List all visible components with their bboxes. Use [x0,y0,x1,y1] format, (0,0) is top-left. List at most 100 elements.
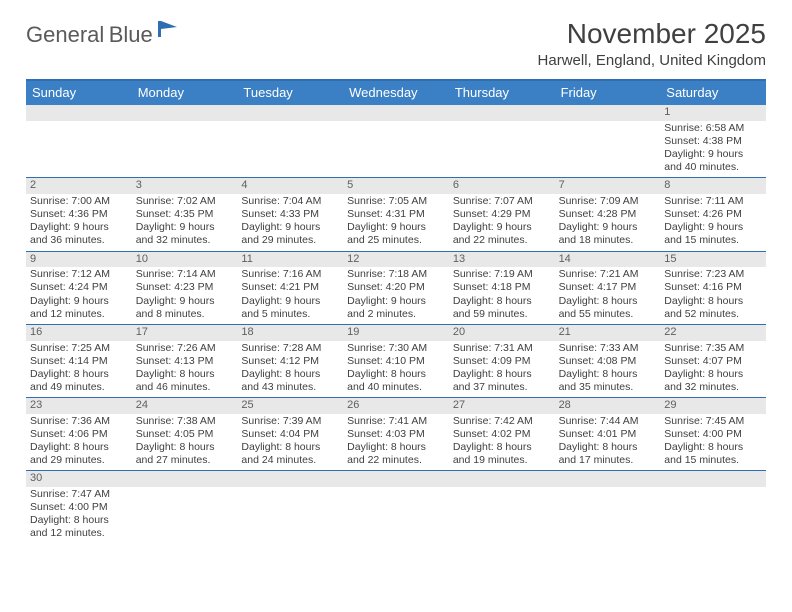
day-cell [26,105,132,177]
day-body [132,121,238,167]
day-number: 20 [449,325,555,341]
day-cell: 3Sunrise: 7:02 AMSunset: 4:35 PMDaylight… [132,178,238,250]
day-number: 26 [343,398,449,414]
day-number [237,471,343,487]
title-block: November 2025 Harwell, England, United K… [538,18,766,69]
day-body: Sunrise: 7:25 AMSunset: 4:14 PMDaylight:… [26,341,132,398]
day-number: 6 [449,178,555,194]
day-cell: 27Sunrise: 7:42 AMSunset: 4:02 PMDayligh… [449,398,555,470]
day-number [343,471,449,487]
day-cell: 14Sunrise: 7:21 AMSunset: 4:17 PMDayligh… [555,252,661,324]
day-body: Sunrise: 7:39 AMSunset: 4:04 PMDaylight:… [237,414,343,471]
day-cell: 11Sunrise: 7:16 AMSunset: 4:21 PMDayligh… [237,252,343,324]
day-number [449,105,555,121]
day-number: 27 [449,398,555,414]
day-cell: 24Sunrise: 7:38 AMSunset: 4:05 PMDayligh… [132,398,238,470]
dow-cell: Wednesday [343,81,449,105]
day-cell: 12Sunrise: 7:18 AMSunset: 4:20 PMDayligh… [343,252,449,324]
day-cell [132,105,238,177]
week-row: 23Sunrise: 7:36 AMSunset: 4:06 PMDayligh… [26,398,766,471]
day-body: Sunrise: 7:28 AMSunset: 4:12 PMDaylight:… [237,341,343,398]
day-number [26,105,132,121]
day-number: 1 [660,105,766,121]
day-body [555,487,661,533]
day-body: Sunrise: 7:00 AMSunset: 4:36 PMDaylight:… [26,194,132,251]
logo-text-general: General [26,22,104,47]
day-number [132,471,238,487]
day-number: 25 [237,398,343,414]
day-body: Sunrise: 7:16 AMSunset: 4:21 PMDaylight:… [237,267,343,324]
day-cell: 2Sunrise: 7:00 AMSunset: 4:36 PMDaylight… [26,178,132,250]
day-number: 24 [132,398,238,414]
day-number [449,471,555,487]
day-body: Sunrise: 7:30 AMSunset: 4:10 PMDaylight:… [343,341,449,398]
day-body: Sunrise: 7:41 AMSunset: 4:03 PMDaylight:… [343,414,449,471]
day-number: 12 [343,252,449,268]
day-number: 15 [660,252,766,268]
day-body: Sunrise: 7:33 AMSunset: 4:08 PMDaylight:… [555,341,661,398]
day-number: 17 [132,325,238,341]
day-cell: 28Sunrise: 7:44 AMSunset: 4:01 PMDayligh… [555,398,661,470]
logo-text-blue: Blue [109,22,153,47]
day-body: Sunrise: 7:19 AMSunset: 4:18 PMDaylight:… [449,267,555,324]
day-number [555,105,661,121]
day-number: 16 [26,325,132,341]
dow-cell: Tuesday [237,81,343,105]
day-body: Sunrise: 7:11 AMSunset: 4:26 PMDaylight:… [660,194,766,251]
day-number: 2 [26,178,132,194]
week-row: 9Sunrise: 7:12 AMSunset: 4:24 PMDaylight… [26,252,766,325]
day-cell: 7Sunrise: 7:09 AMSunset: 4:28 PMDaylight… [555,178,661,250]
day-number: 13 [449,252,555,268]
week-row: 1Sunrise: 6:58 AMSunset: 4:38 PMDaylight… [26,105,766,178]
day-cell [237,105,343,177]
day-body: Sunrise: 7:09 AMSunset: 4:28 PMDaylight:… [555,194,661,251]
day-body: Sunrise: 6:58 AMSunset: 4:38 PMDaylight:… [660,121,766,178]
day-body: Sunrise: 7:04 AMSunset: 4:33 PMDaylight:… [237,194,343,251]
day-number [237,105,343,121]
dow-cell: Sunday [26,81,132,105]
day-cell: 21Sunrise: 7:33 AMSunset: 4:08 PMDayligh… [555,325,661,397]
week-row: 2Sunrise: 7:00 AMSunset: 4:36 PMDaylight… [26,178,766,251]
day-body [132,487,238,533]
day-cell: 26Sunrise: 7:41 AMSunset: 4:03 PMDayligh… [343,398,449,470]
day-number [555,471,661,487]
day-cell [132,471,238,543]
day-cell: 8Sunrise: 7:11 AMSunset: 4:26 PMDaylight… [660,178,766,250]
day-number: 10 [132,252,238,268]
day-body [237,487,343,533]
dow-cell: Thursday [449,81,555,105]
day-number: 22 [660,325,766,341]
header: General Blue November 2025 Harwell, Engl… [26,18,766,69]
weeks-container: 1Sunrise: 6:58 AMSunset: 4:38 PMDaylight… [26,105,766,544]
day-cell [449,105,555,177]
day-number: 23 [26,398,132,414]
flag-icon [157,20,179,38]
day-number: 9 [26,252,132,268]
day-number: 28 [555,398,661,414]
day-cell: 20Sunrise: 7:31 AMSunset: 4:09 PMDayligh… [449,325,555,397]
day-body [660,487,766,533]
day-cell: 16Sunrise: 7:25 AMSunset: 4:14 PMDayligh… [26,325,132,397]
day-body: Sunrise: 7:47 AMSunset: 4:00 PMDaylight:… [26,487,132,544]
day-body [26,121,132,167]
day-cell: 5Sunrise: 7:05 AMSunset: 4:31 PMDaylight… [343,178,449,250]
day-cell: 13Sunrise: 7:19 AMSunset: 4:18 PMDayligh… [449,252,555,324]
day-number: 7 [555,178,661,194]
day-number: 8 [660,178,766,194]
day-number: 4 [237,178,343,194]
day-body: Sunrise: 7:05 AMSunset: 4:31 PMDaylight:… [343,194,449,251]
logo-text: General Blue [26,24,153,47]
day-cell: 30Sunrise: 7:47 AMSunset: 4:00 PMDayligh… [26,471,132,543]
days-of-week-row: SundayMondayTuesdayWednesdayThursdayFrid… [26,81,766,105]
day-body: Sunrise: 7:36 AMSunset: 4:06 PMDaylight:… [26,414,132,471]
day-body: Sunrise: 7:42 AMSunset: 4:02 PMDaylight:… [449,414,555,471]
calendar: SundayMondayTuesdayWednesdayThursdayFrid… [26,79,766,544]
day-body: Sunrise: 7:02 AMSunset: 4:35 PMDaylight:… [132,194,238,251]
dow-cell: Monday [132,81,238,105]
week-row: 30Sunrise: 7:47 AMSunset: 4:00 PMDayligh… [26,471,766,543]
day-cell: 29Sunrise: 7:45 AMSunset: 4:00 PMDayligh… [660,398,766,470]
day-body [449,487,555,533]
day-cell [555,105,661,177]
day-number: 5 [343,178,449,194]
day-cell [237,471,343,543]
